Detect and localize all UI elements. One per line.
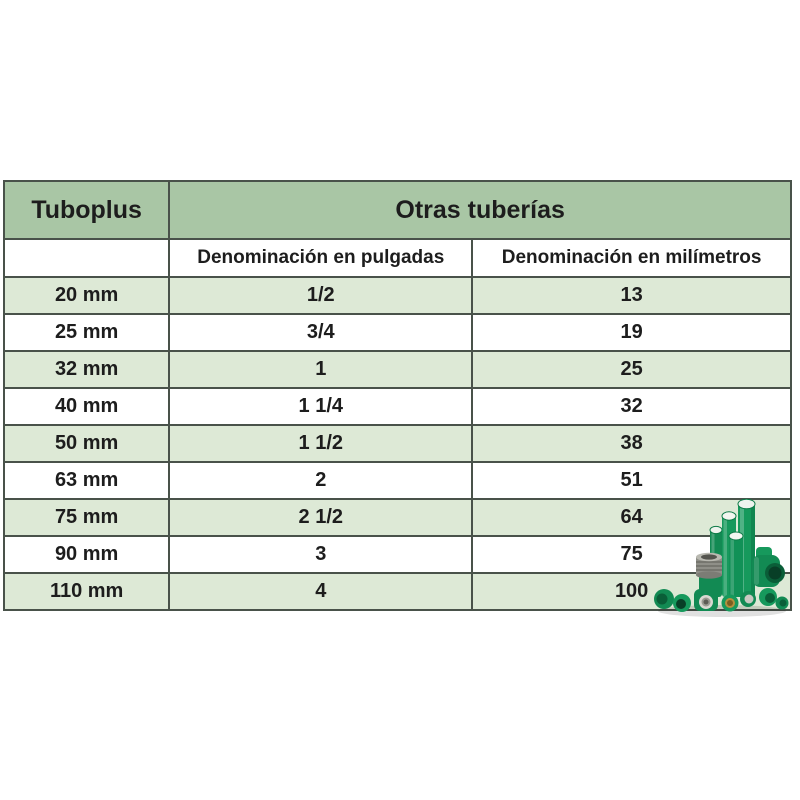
- table-row: 63 mm 2 51: [2, 461, 792, 500]
- header-cell-otras-tuberias: Otras tuberías: [168, 180, 792, 240]
- subheader-cell-empty: [2, 238, 171, 278]
- cell-milimetros: 51: [471, 461, 792, 500]
- cell-tuboplus: 32 mm: [2, 350, 171, 389]
- header-cell-tuboplus: Tuboplus: [2, 180, 171, 240]
- cell-pulgadas: 4: [168, 572, 474, 611]
- cell-pulgadas: 1 1/2: [168, 424, 474, 463]
- table-row: 110 mm 4 100: [2, 572, 792, 611]
- cell-tuboplus: 50 mm: [2, 424, 171, 463]
- cell-pulgadas: 1 1/4: [168, 387, 474, 426]
- cell-milimetros: 75: [471, 535, 792, 574]
- cell-tuboplus: 90 mm: [2, 535, 171, 574]
- table-row: 25 mm 3/4 19: [2, 313, 792, 352]
- cell-milimetros: 100: [471, 572, 792, 611]
- subheader-cell-milimetros: Denominación en milímetros: [471, 238, 792, 278]
- cell-pulgadas: 1: [168, 350, 474, 389]
- cell-milimetros: 38: [471, 424, 792, 463]
- table-row: 90 mm 3 75: [2, 535, 792, 574]
- cell-milimetros: 32: [471, 387, 792, 426]
- cell-tuboplus: 25 mm: [2, 313, 171, 352]
- cell-milimetros: 25: [471, 350, 792, 389]
- table-subheader-row: Denominación en pulgadas Denominación en…: [2, 238, 792, 278]
- cell-pulgadas: 3: [168, 535, 474, 574]
- table-row: 32 mm 1 25: [2, 350, 792, 389]
- table-header-row: Tuboplus Otras tuberías: [2, 180, 792, 240]
- pipe-size-conversion-table: Tuboplus Otras tuberías Denominación en …: [2, 180, 792, 611]
- cell-milimetros: 19: [471, 313, 792, 352]
- cell-tuboplus: 75 mm: [2, 498, 171, 537]
- subheader-cell-pulgadas: Denominación en pulgadas: [168, 238, 474, 278]
- cell-tuboplus: 110 mm: [2, 572, 171, 611]
- cell-milimetros: 13: [471, 276, 792, 315]
- cell-tuboplus: 40 mm: [2, 387, 171, 426]
- cell-pulgadas: 3/4: [168, 313, 474, 352]
- cell-tuboplus: 20 mm: [2, 276, 171, 315]
- cell-pulgadas: 2: [168, 461, 474, 500]
- cell-pulgadas: 2 1/2: [168, 498, 474, 537]
- cell-tuboplus: 63 mm: [2, 461, 171, 500]
- table-row: 40 mm 1 1/4 32: [2, 387, 792, 426]
- table-row: 50 mm 1 1/2 38: [2, 424, 792, 463]
- cell-pulgadas: 1/2: [168, 276, 474, 315]
- table-row: 75 mm 2 1/2 64: [2, 498, 792, 537]
- cell-milimetros: 64: [471, 498, 792, 537]
- table-row: 20 mm 1/2 13: [2, 276, 792, 315]
